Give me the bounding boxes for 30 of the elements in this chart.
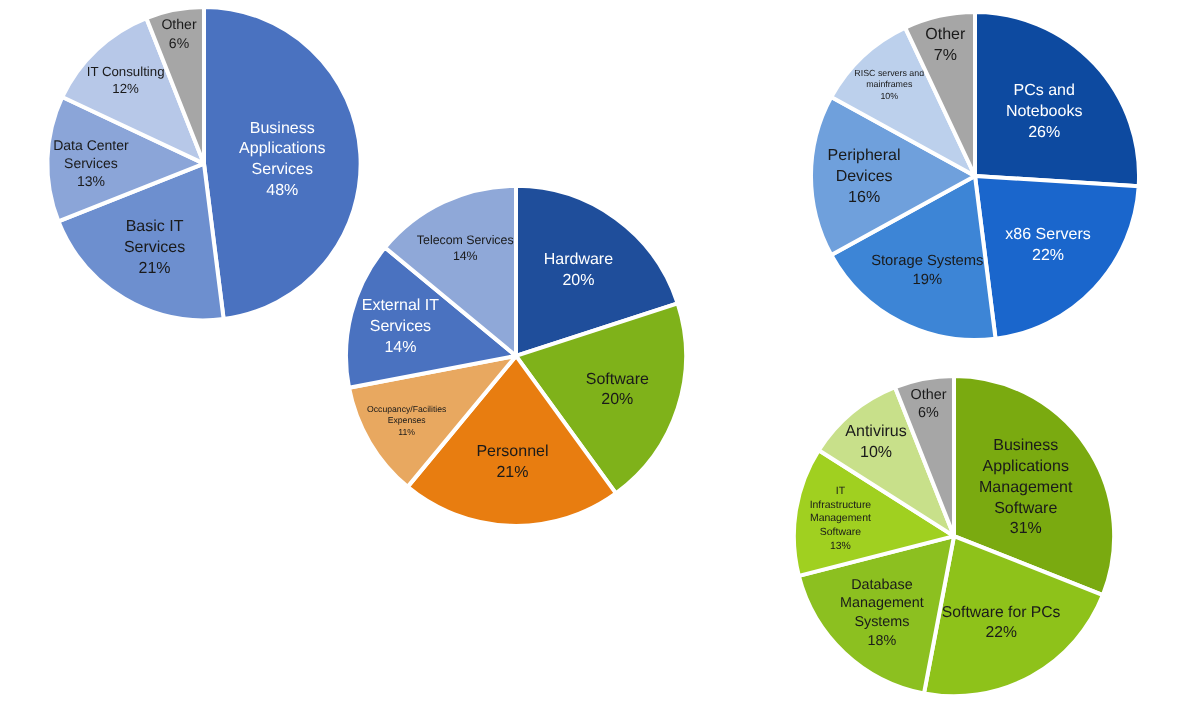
- slice-label: External IT Services: [361, 296, 440, 336]
- slice-label: x86 Servers: [1005, 225, 1091, 244]
- data-label: 14%: [384, 338, 417, 357]
- data-label: 19%: [912, 269, 943, 288]
- slice-label: Peripheral Devices: [827, 146, 901, 185]
- data-label: 21%: [496, 462, 529, 481]
- data-label: 20%: [562, 270, 595, 289]
- data-label: 31%: [1009, 519, 1042, 538]
- slice-label: Software for PCs: [941, 602, 1061, 621]
- data-label: 16%: [848, 187, 881, 206]
- slice-label: Business Applications Services: [239, 118, 326, 179]
- slice-label: Other: [925, 25, 966, 44]
- data-label: 7%: [933, 45, 957, 64]
- data-label: 21%: [138, 259, 171, 278]
- data-label: 20%: [601, 390, 634, 409]
- data-label: 6%: [918, 403, 941, 422]
- data-label: 22%: [985, 622, 1017, 641]
- slice-label: Personnel: [476, 441, 549, 460]
- slice-label: Hardware: [543, 249, 615, 268]
- slice-label: Basic IT Services: [123, 217, 186, 257]
- slice-label: Business Applications Management Software: [979, 436, 1074, 517]
- slice-label: Antivirus: [845, 422, 907, 441]
- data-label: 26%: [1028, 122, 1061, 141]
- data-label: 10%: [859, 443, 893, 462]
- slice-label: PCs and Notebooks: [1005, 81, 1083, 121]
- data-label: 22%: [1032, 245, 1065, 264]
- slice-label: Storage Systems: [871, 250, 985, 269]
- data-label: 48%: [266, 180, 299, 199]
- slice-label: Software: [585, 369, 650, 388]
- slice-label: Other: [910, 384, 948, 403]
